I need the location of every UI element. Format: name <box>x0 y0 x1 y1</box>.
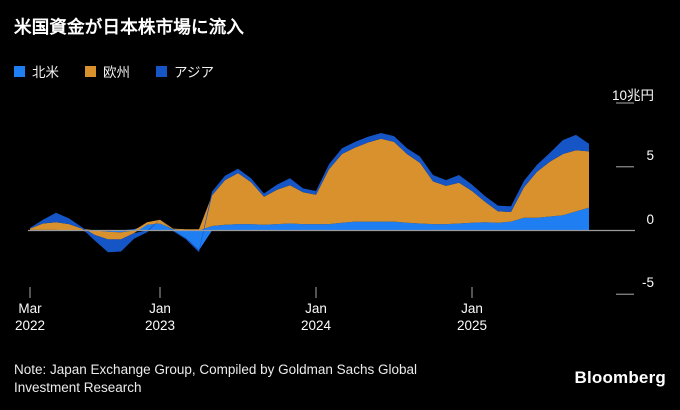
legend-label: 欧州 <box>103 65 130 80</box>
legend-swatch <box>14 65 25 77</box>
legend-item-1: 欧州 <box>85 61 130 81</box>
x-axis-label: Jan 2025 <box>440 300 504 334</box>
x-axis-label: Jan 2024 <box>284 300 348 334</box>
y-axis-label: 0 <box>646 211 654 227</box>
y-axis-label: 10兆円 <box>611 88 654 103</box>
x-axis-label-month: Jan <box>305 301 327 316</box>
legend-swatch <box>85 65 96 77</box>
source-note-line1: Note: Japan Exchange Group, Compiled by … <box>14 362 417 377</box>
legend-label: アジア <box>174 65 214 80</box>
chart-title: 米国資金が日本株市場に流入 <box>14 17 245 37</box>
legend-item-2: アジア <box>156 61 214 81</box>
bloomberg-logo: Bloomberg <box>574 368 666 387</box>
x-axis-label-year: 2023 <box>144 318 176 333</box>
x-axis-label-year: 2024 <box>300 318 332 333</box>
legend-label: 北米 <box>32 65 59 80</box>
x-axis-label: Jan 2023 <box>128 300 192 334</box>
source-note: Note: Japan Exchange Group, Compiled by … <box>14 361 417 397</box>
chart-legend: 北米 欧州 アジア <box>14 61 240 81</box>
area-series-1 <box>30 138 589 240</box>
area-series-2 <box>30 133 589 253</box>
legend-item-0: 北米 <box>14 61 59 81</box>
source-note-line2: Investment Research <box>14 380 142 395</box>
area-series-0 <box>30 207 589 251</box>
y-axis-label: 5 <box>646 147 654 163</box>
y-axis-label: -5 <box>641 275 654 291</box>
x-axis-label-year: 2025 <box>456 318 488 333</box>
x-axis-label-month: Jan <box>149 301 171 316</box>
x-axis-label-month: Mar <box>18 301 42 316</box>
x-axis-label-month: Jan <box>461 301 483 316</box>
x-axis-label-year: 2022 <box>14 318 46 333</box>
legend-swatch <box>156 65 167 77</box>
x-axis-label: Mar 2022 <box>0 300 62 334</box>
